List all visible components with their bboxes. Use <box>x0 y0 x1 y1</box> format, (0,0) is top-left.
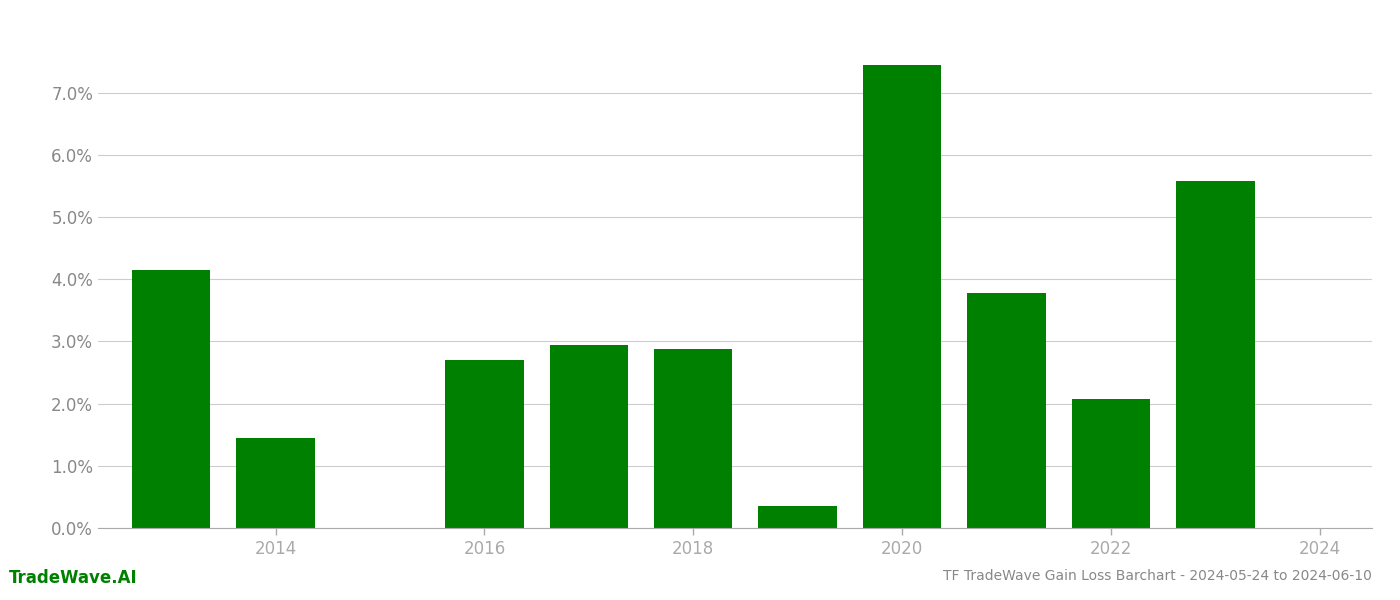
Bar <box>1072 398 1149 528</box>
Bar <box>132 270 210 528</box>
Text: TF TradeWave Gain Loss Barchart - 2024-05-24 to 2024-06-10: TF TradeWave Gain Loss Barchart - 2024-0… <box>944 569 1372 583</box>
Bar <box>237 438 315 528</box>
Bar <box>654 349 732 528</box>
Bar <box>550 344 629 528</box>
Text: TradeWave.AI: TradeWave.AI <box>8 569 137 587</box>
Bar <box>862 65 941 528</box>
Bar <box>967 293 1046 528</box>
Bar <box>445 360 524 528</box>
Bar <box>1176 181 1254 528</box>
Bar <box>759 506 837 528</box>
